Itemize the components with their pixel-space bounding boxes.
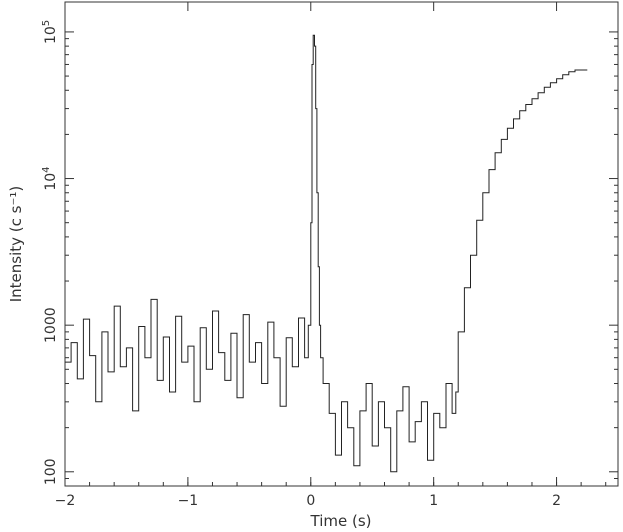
y-tick-exponent: 5 xyxy=(41,20,52,26)
plot-frame xyxy=(64,1,619,487)
y-tick-base: 1000 xyxy=(43,307,59,343)
x-axis-ticks: −2 −1 0 1 2 xyxy=(55,2,607,509)
y-tick-base: 100 xyxy=(43,458,59,485)
y-tick-exponent: 4 xyxy=(41,166,52,172)
x-tick-label: −1 xyxy=(178,493,199,509)
light-curve-line xyxy=(65,34,588,473)
series-layer xyxy=(65,34,588,473)
x-axis-label: Time (s) xyxy=(310,512,372,530)
x-tick-label: 2 xyxy=(552,493,561,509)
y-tick-base: 10 xyxy=(43,26,59,44)
y-axis-label: Intensity (c s⁻¹) xyxy=(7,186,25,303)
x-tick-label: 1 xyxy=(429,493,438,509)
y-tick-label: 105 xyxy=(41,20,59,44)
y-tick-base: 10 xyxy=(43,173,59,191)
x-tick-label: −2 xyxy=(55,493,76,509)
x-tick-label: 0 xyxy=(306,493,315,509)
y-tick-label: 104 xyxy=(41,166,59,190)
y-tick-label: 1000 xyxy=(43,307,59,343)
y-tick-label: 100 xyxy=(43,458,59,485)
